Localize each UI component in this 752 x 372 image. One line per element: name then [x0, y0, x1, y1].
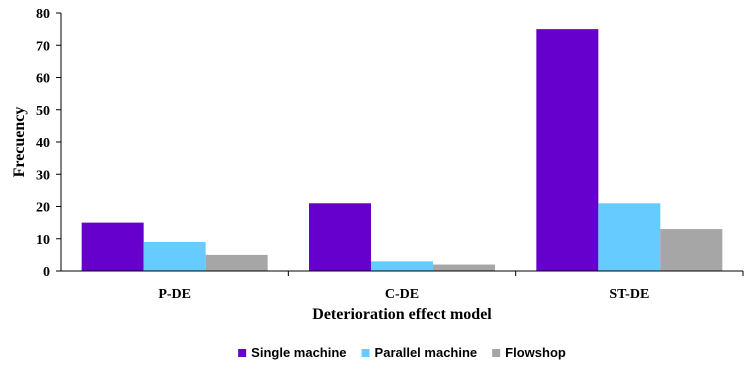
bar [205, 254, 268, 271]
legend-swatch [238, 349, 247, 357]
x-ticks-group: P-DE C-DE ST-DE [158, 271, 744, 302]
bar [371, 261, 433, 271]
bar [81, 222, 144, 271]
y-ticks-group: 0 10 20 30 40 50 60 70 80 [36, 7, 61, 280]
y-tick-label: 30 [36, 168, 50, 183]
bar [143, 241, 206, 271]
x-tick-label: C-DE [385, 287, 419, 302]
y-tick-label: 0 [43, 265, 50, 280]
x-tick-label: P-DE [158, 287, 191, 302]
legend: Single machine Parallel machine Flowshop [238, 345, 566, 360]
y-tick-label: 70 [36, 39, 50, 54]
legend-item: Parallel machine [361, 345, 478, 360]
y-tick-label: 60 [36, 72, 50, 87]
legend-item: Flowshop [492, 345, 566, 360]
y-tick-label: 50 [36, 104, 50, 119]
y-tick-label: 80 [36, 7, 50, 22]
x-axis-title: Deterioration effect model [312, 306, 492, 323]
bar [433, 264, 495, 271]
legend-swatch [492, 349, 501, 357]
bar [309, 203, 371, 271]
legend-swatch [361, 349, 370, 357]
bar [660, 229, 723, 271]
legend-label: Flowshop [505, 345, 566, 360]
bars-group [81, 29, 723, 271]
bar [536, 29, 599, 271]
legend-label: Parallel machine [375, 345, 478, 360]
y-tick-label: 20 [36, 201, 50, 216]
legend-label: Single machine [251, 345, 346, 360]
legend-item: Single machine [238, 345, 347, 360]
y-tick-label: 10 [36, 233, 50, 248]
bar [598, 203, 661, 271]
y-tick-label: 40 [36, 136, 50, 151]
y-axis-title: Frecuency [11, 107, 28, 178]
x-tick-label: ST-DE [609, 287, 649, 302]
